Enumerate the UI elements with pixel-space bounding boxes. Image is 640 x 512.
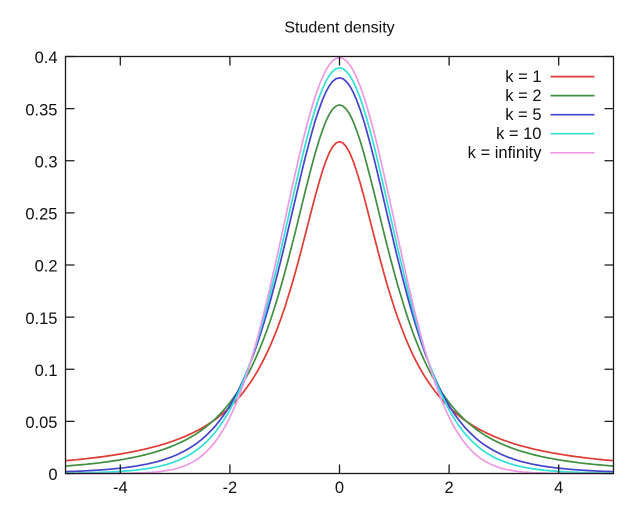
- svg-text:0.2: 0.2: [35, 258, 58, 276]
- svg-text:0.25: 0.25: [25, 206, 57, 224]
- svg-text:k = infinity: k = infinity: [468, 144, 543, 162]
- svg-text:Student density: Student density: [284, 20, 394, 37]
- svg-text:-4: -4: [113, 479, 128, 497]
- svg-text:0.15: 0.15: [25, 310, 57, 328]
- svg-text:4: 4: [554, 479, 563, 497]
- svg-text:k = 10: k = 10: [496, 125, 541, 143]
- svg-text:k = 2: k = 2: [505, 87, 541, 105]
- svg-text:0.05: 0.05: [25, 414, 57, 432]
- svg-text:0.3: 0.3: [35, 153, 58, 171]
- svg-text:0.35: 0.35: [25, 101, 57, 119]
- svg-text:k = 1: k = 1: [505, 68, 541, 86]
- svg-text:k = 5: k = 5: [505, 106, 541, 124]
- svg-text:-2: -2: [223, 479, 238, 497]
- svg-text:0: 0: [335, 479, 344, 497]
- svg-text:2: 2: [445, 479, 454, 497]
- svg-text:0.1: 0.1: [35, 362, 58, 380]
- svg-text:0.4: 0.4: [35, 49, 58, 67]
- svg-text:0: 0: [48, 466, 57, 484]
